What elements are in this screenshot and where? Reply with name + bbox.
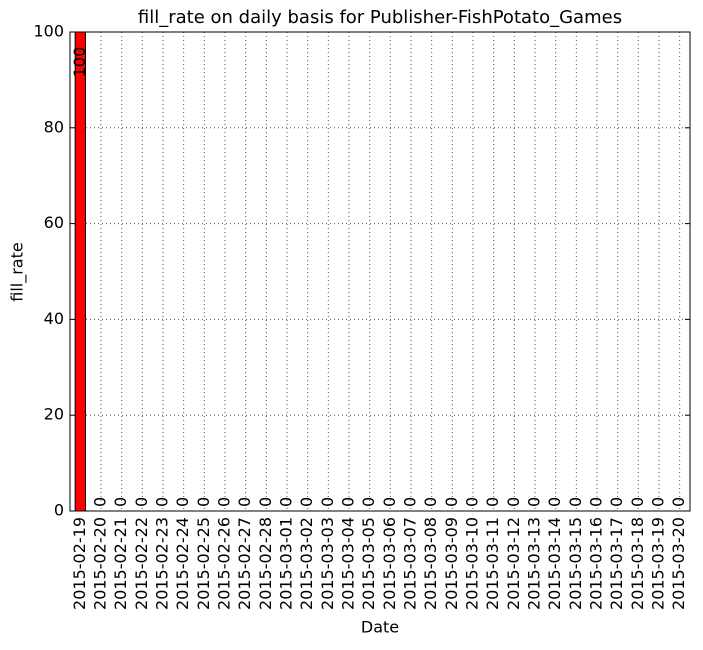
x-tick-label: 2015-02-25: [194, 517, 213, 610]
x-tick-label: 2015-03-13: [525, 517, 544, 610]
x-tick-label: 2015-03-01: [277, 517, 296, 610]
data-label: 0: [297, 497, 316, 507]
data-label: 0: [421, 497, 440, 507]
x-tick-label: 2015-02-21: [111, 517, 130, 610]
data-label: 0: [463, 497, 482, 507]
data-label: 0: [194, 497, 213, 507]
data-label: 0: [91, 497, 110, 507]
data-label: 0: [277, 497, 296, 507]
data-label: 0: [401, 497, 420, 507]
y-tick-label: 0: [54, 501, 64, 520]
x-tick-label: 2015-02-19: [70, 517, 89, 610]
x-tick-label: 2015-02-23: [153, 517, 172, 610]
chart-title: fill_rate on daily basis for Publisher-F…: [138, 7, 622, 28]
data-label: 0: [153, 497, 172, 507]
data-label: 0: [111, 497, 130, 507]
y-tick-label: 20: [44, 405, 64, 424]
x-tick-label: 2015-03-07: [401, 517, 420, 610]
data-label: 0: [442, 497, 461, 507]
data-label: 0: [483, 497, 502, 507]
x-tick-label: 2015-03-17: [607, 517, 626, 610]
x-tick-label: 2015-02-22: [132, 517, 151, 610]
x-tick-label: 2015-03-14: [545, 517, 564, 610]
y-tick-label: 40: [44, 309, 64, 328]
y-axis-label: fill_rate: [8, 242, 28, 301]
x-tick-label: 2015-02-26: [215, 517, 234, 610]
x-tick-label: 2015-03-03: [318, 517, 337, 610]
data-label: 0: [359, 497, 378, 507]
x-tick-label: 2015-03-11: [483, 517, 502, 610]
x-tick-label: 2015-03-04: [339, 517, 358, 610]
data-label: 0: [235, 497, 254, 507]
x-tick-label: 2015-02-27: [235, 517, 254, 610]
x-tick-label: 2015-03-06: [380, 517, 399, 610]
data-label: 0: [607, 497, 626, 507]
y-tick-label: 80: [44, 117, 64, 136]
x-tick-label: 2015-03-20: [669, 517, 688, 610]
data-label: 0: [545, 497, 564, 507]
data-label: 0: [339, 497, 358, 507]
y-tick-label: 100: [33, 22, 64, 41]
data-label: 0: [566, 497, 585, 507]
plot-frame: [69, 31, 691, 512]
data-label: 100: [70, 47, 89, 78]
x-tick-label: 2015-02-28: [256, 517, 275, 610]
x-tick-label: 2015-03-02: [297, 517, 316, 610]
x-tick-label: 2015-03-05: [359, 517, 378, 610]
x-tick-label: 2015-03-12: [504, 517, 523, 610]
data-label: 0: [380, 497, 399, 507]
x-tick-label: 2015-02-20: [91, 517, 110, 610]
x-tick-label: 2015-02-24: [173, 517, 192, 610]
x-tick-label: 2015-03-09: [442, 517, 461, 610]
data-label: 0: [587, 497, 606, 507]
x-tick-label: 2015-03-08: [421, 517, 440, 610]
y-tick-label: 60: [44, 213, 64, 232]
data-label: 0: [504, 497, 523, 507]
x-axis-label: Date: [361, 618, 399, 637]
data-label: 0: [256, 497, 275, 507]
data-label: 0: [628, 497, 647, 507]
x-tick-label: 2015-03-19: [649, 517, 668, 610]
data-label: 0: [525, 497, 544, 507]
data-label: 0: [215, 497, 234, 507]
data-label: 0: [318, 497, 337, 507]
x-tick-label: 2015-03-16: [587, 517, 606, 610]
data-label: 0: [173, 497, 192, 507]
bar: [74, 31, 86, 512]
data-label: 0: [669, 497, 688, 507]
x-tick-label: 2015-03-15: [566, 517, 585, 610]
data-label: 0: [649, 497, 668, 507]
x-tick-label: 2015-03-18: [628, 517, 647, 610]
data-label: 0: [132, 497, 151, 507]
x-tick-label: 2015-03-10: [463, 517, 482, 610]
